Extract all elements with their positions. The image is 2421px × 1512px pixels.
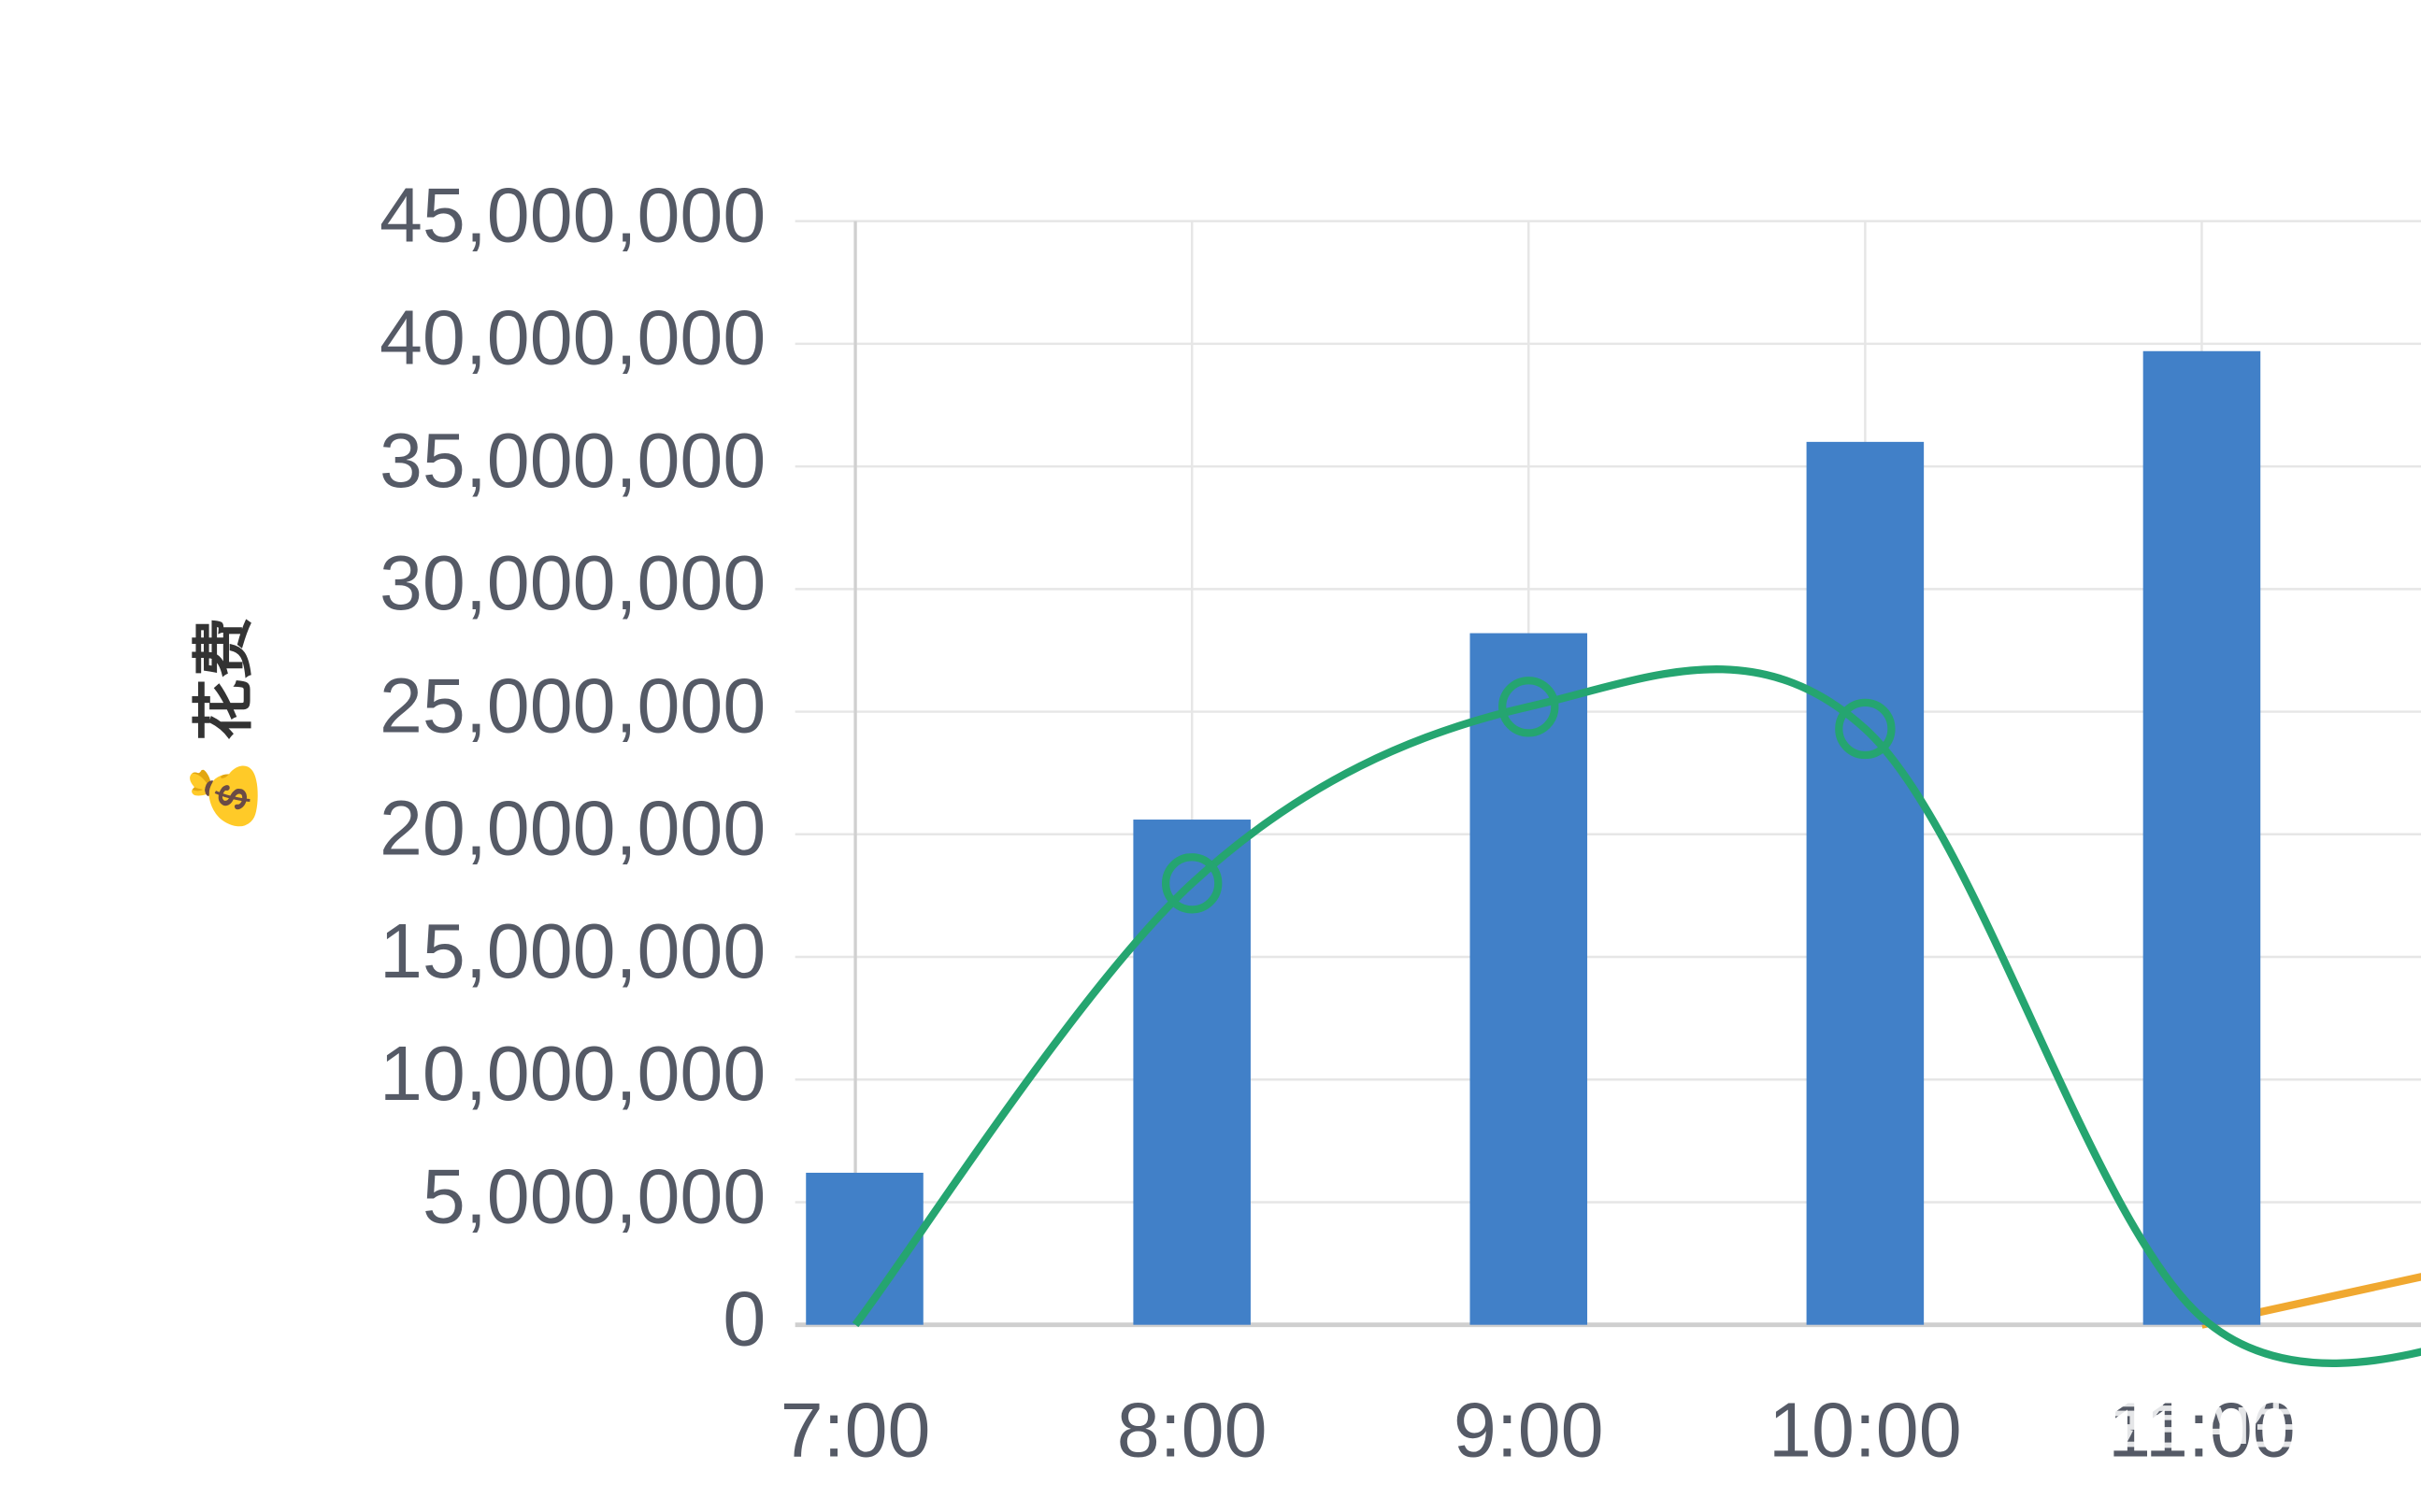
watermark: 豆包AI生成 xyxy=(2092,1396,2355,1455)
x-tick-label: 7:00 xyxy=(781,1387,931,1473)
y-tick-label: 25,000,000 xyxy=(380,663,766,749)
x-tick-label: 11:00 xyxy=(2108,1387,2296,1473)
bar xyxy=(1806,441,1925,1325)
y-tick-label: 0 xyxy=(723,1276,766,1362)
line-marker xyxy=(1835,698,1896,760)
plot xyxy=(806,350,2421,1367)
bar xyxy=(1469,633,1588,1325)
y-tick-label: 20,000,000 xyxy=(380,786,766,872)
y-tick-label: 15,000,000 xyxy=(380,908,766,994)
y-tick-label: 30,000,000 xyxy=(380,540,766,626)
y-tick-label: 5,000,000 xyxy=(423,1153,766,1239)
labels: 0 5,000,000 10,000,000 15,000,000 20,000,000… xyxy=(380,172,2296,1473)
y-tick-label: 35,000,000 xyxy=(380,418,766,504)
y-tick-label: 40,000,000 xyxy=(380,295,766,381)
x-tick-label: 10:00 xyxy=(1769,1387,1962,1473)
line xyxy=(852,665,2421,1367)
x-tick-label: 8:00 xyxy=(1117,1387,1268,1473)
line-marker xyxy=(1498,677,1559,737)
y-axis-label: 💰 花费 xyxy=(189,617,261,834)
bar xyxy=(1133,820,1251,1325)
x-tick-label: 9:00 xyxy=(1454,1387,1604,1473)
bar xyxy=(806,1172,924,1325)
line-marker xyxy=(1161,853,1223,914)
y-tick-label: 45,000,000 xyxy=(380,172,766,258)
y-tick-label: 10,000,000 xyxy=(380,1031,766,1117)
bar xyxy=(2142,350,2261,1325)
